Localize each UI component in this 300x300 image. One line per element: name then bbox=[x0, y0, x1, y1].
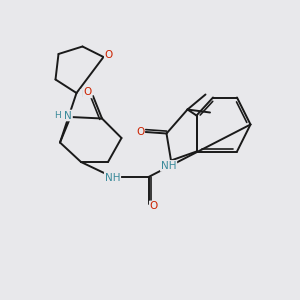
Text: NH: NH bbox=[105, 172, 120, 183]
Text: O: O bbox=[105, 50, 113, 61]
Text: O: O bbox=[83, 87, 92, 98]
Text: O: O bbox=[136, 127, 144, 137]
Text: N: N bbox=[64, 110, 72, 121]
Text: H: H bbox=[55, 111, 61, 120]
Text: NH: NH bbox=[161, 161, 176, 171]
Text: H: H bbox=[81, 90, 87, 99]
Text: O: O bbox=[150, 201, 158, 212]
